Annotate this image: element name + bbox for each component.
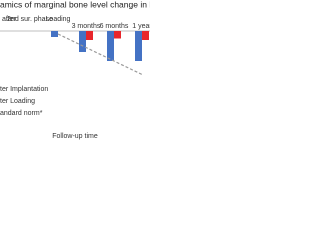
- line: [57, 33, 143, 76]
- chart-title: amics of marginal bone level change in B…: [0, 0, 150, 9]
- chart: amics of marginal bone level change in B…: [0, 0, 150, 140]
- page: {"chart_data": {"type": "bar", "title": …: [0, 0, 150, 150]
- x-tick-label: 1 year: [132, 23, 150, 30]
- bar: [86, 31, 93, 40]
- legend-entry: ter Loading: [0, 98, 35, 105]
- bar: [142, 31, 149, 40]
- x-tick-label: Loading: [46, 16, 71, 23]
- x-tick-label: after: [2, 16, 17, 23]
- legend-entry: andard norm*: [0, 110, 43, 117]
- x-tick-label: 2nd sur. phase: [7, 16, 53, 23]
- bar: [114, 31, 121, 39]
- legend-entry: ter Implantation: [0, 86, 48, 93]
- x-axis-label: Follow-up time: [52, 133, 98, 140]
- x-tick-label: 3 months: [72, 23, 101, 30]
- bar: [135, 31, 142, 61]
- bar: [107, 31, 114, 61]
- bar: [79, 31, 86, 52]
- x-tick-label: 6 months: [100, 23, 129, 30]
- bar: [51, 31, 58, 37]
